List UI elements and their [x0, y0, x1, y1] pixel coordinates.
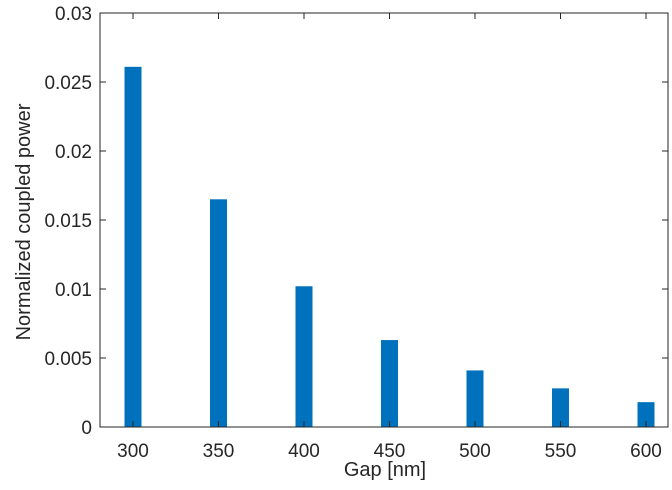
y-tick-label: 0.03 [55, 4, 92, 25]
x-tick-label: 500 [459, 441, 491, 462]
x-tick-label: 400 [288, 441, 320, 462]
y-tick-label: 0 [81, 418, 92, 439]
y-tick-label: 0.005 [44, 349, 92, 370]
bar-450 [381, 340, 398, 427]
bars [125, 67, 655, 427]
x-tick-label: 300 [117, 441, 149, 462]
x-tick-label: 600 [630, 441, 662, 462]
x-tick-label: 550 [545, 441, 577, 462]
x-axis-label: Gap [nm] [344, 459, 426, 481]
x-tick-label: 350 [203, 441, 235, 462]
bar-350 [210, 199, 227, 427]
y-tick-labels: 0 0.005 0.01 0.015 0.02 0.025 0.03 [44, 4, 92, 439]
y-axis-label: Normalized coupled power [13, 103, 35, 340]
y-tick-label: 0.025 [44, 73, 92, 94]
bar-400 [296, 286, 313, 427]
y-tick-label: 0.01 [55, 280, 92, 301]
bar-300 [125, 67, 142, 427]
y-tick-label: 0.015 [44, 211, 92, 232]
y-tick-label: 0.02 [55, 142, 92, 163]
bar-500 [467, 370, 484, 427]
